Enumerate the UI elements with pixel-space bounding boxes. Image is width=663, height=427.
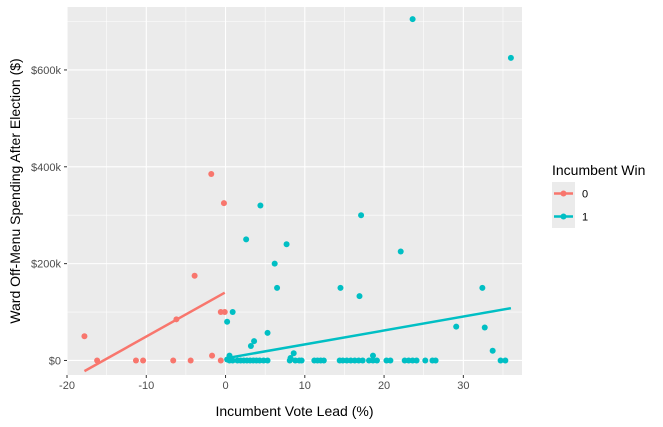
data-point-series-1 [359,357,366,364]
data-point-series-1 [356,293,363,300]
data-point-series-1 [479,284,486,291]
fit-lines [83,291,512,373]
data-point-series-0 [220,200,227,207]
plot-panel [67,7,522,375]
fit-line-series-1 [226,306,512,360]
y-tick-label: $0 [49,355,61,367]
x-tick-label: 0 [222,380,228,392]
data-point-series-0 [187,357,194,364]
legend-label-1: 1 [582,212,588,224]
data-point-series-1 [320,357,327,364]
legend-key-point-0 [560,190,567,197]
y-tick-label: $600k [31,65,61,77]
data-point-series-0 [208,171,215,178]
data-point-series-1 [257,202,264,209]
data-point-series-1 [251,338,258,345]
data-point-series-1 [422,357,429,364]
data-point-series-1 [283,241,290,248]
data-point-series-1 [264,357,271,364]
legend-label-0: 0 [582,189,588,201]
data-point-series-1 [274,284,281,291]
x-tick-label: 30 [457,380,469,392]
data-point-series-0 [209,352,216,359]
panel-background [67,7,522,375]
data-point-series-1 [369,352,376,359]
data-point-series-1 [358,212,365,219]
data-point-series-1 [229,357,236,364]
x-tick-label: -20 [59,380,75,392]
data-point-series-1 [507,54,514,61]
axes: -20 -10 0 10 20 30 $0 $200k $400k $600k [31,65,469,392]
data-point-series-1 [453,323,460,330]
data-point-series-1 [337,284,344,291]
data-point-series-0 [81,333,88,340]
data-point-series-1 [247,342,254,349]
x-tick-label: -10 [138,380,154,392]
data-point-series-1 [243,236,250,243]
data-point-series-1 [481,324,488,331]
data-point-series-1 [298,357,305,364]
data-point-series-0 [132,357,139,364]
data-point-series-1 [229,309,236,316]
x-axis-title: Incumbent Vote Lead (%) [216,403,374,419]
x-tick-label: 10 [299,380,311,392]
data-point-series-1 [271,260,278,267]
legend-key-point-1 [560,213,567,220]
data-point-series-1 [387,357,394,364]
data-point-series-0 [140,357,147,364]
data-point-series-0 [191,272,198,279]
data-point-series-1 [502,357,509,364]
data-point-series-1 [432,357,439,364]
data-point-series-1 [373,357,380,364]
data-point-series-0 [173,316,180,323]
data-point-series-1 [290,350,297,357]
data-point-series-1 [497,357,504,364]
data-point-series-1 [224,318,231,325]
y-axis-title: Ward Off-Menu Spending After Election ($… [7,58,23,323]
data-point-series-0 [217,357,224,364]
data-point-series-0 [221,309,228,316]
y-tick-label: $200k [31,259,61,271]
data-point-series-0 [94,357,101,364]
legend-title: Incumbent Win [552,162,645,178]
legend: Incumbent Win 0 1 [552,162,645,228]
data-point-series-0 [170,357,177,364]
data-point-series-1 [264,329,271,336]
data-point-series-1 [397,248,404,255]
data-point-series-1 [409,16,416,23]
data-point-series-1 [489,347,496,354]
fit-line-series-0 [83,291,226,373]
data-points [81,16,514,364]
x-tick-label: 20 [378,380,390,392]
y-tick-label: $400k [31,162,61,174]
data-point-series-1 [413,357,420,364]
data-point-series-1 [286,357,293,364]
